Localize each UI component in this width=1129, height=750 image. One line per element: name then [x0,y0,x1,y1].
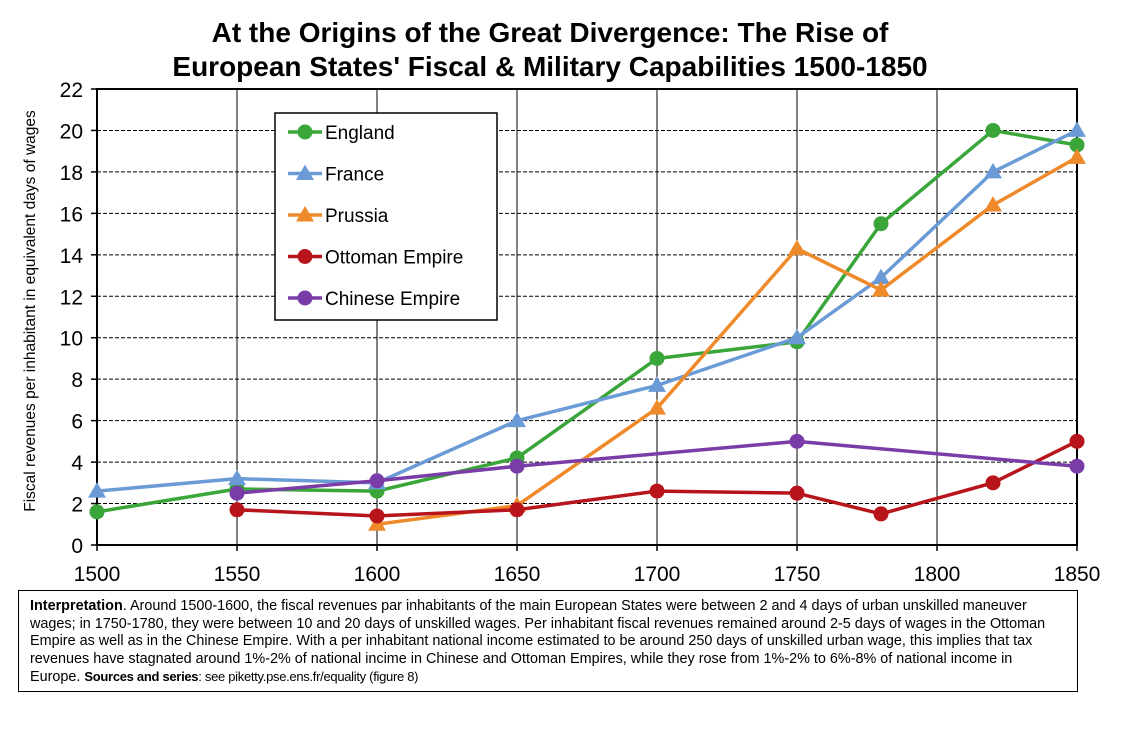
data-point-england [873,216,889,232]
caption-lead: Interpretation [30,598,123,614]
y-tick-label: 22 [60,79,83,102]
legend-label-ottoman-empire: Ottoman Empire [325,248,463,269]
data-point-ottoman-empire [1069,433,1085,449]
chart-title-line-1: At the Origins of the Great Divergence: … [211,17,889,48]
x-tick-label: 1850 [1054,563,1101,586]
y-tick-label: 10 [60,328,83,351]
x-tick-label: 1800 [914,563,961,586]
x-tick-label: 1650 [494,563,541,586]
series-chinese-empire [229,433,1085,501]
data-point-ottoman-empire [229,502,245,518]
y-tick-label: 2 [71,494,83,517]
y-tick-label: 14 [60,245,84,268]
data-point-chinese-empire [509,458,525,474]
legend-swatch-marker-prussia [296,206,314,222]
data-point-prussia [1068,148,1086,164]
y-tick-label: 16 [60,203,83,226]
legend-swatch-marker-ottoman-empire [297,249,313,264]
data-point-france [1068,121,1086,137]
data-point-ottoman-empire [789,485,805,501]
chart-title: At the Origins of the Great Divergence: … [0,16,1100,84]
data-point-chinese-empire [1069,458,1085,474]
data-point-ottoman-empire [649,483,665,499]
data-point-prussia [648,399,666,415]
sources-label: Sources and series [84,669,199,685]
legend-label-france: France [325,165,384,186]
chart-title-line-2: European States' Fiscal & Military Capab… [172,51,928,82]
interpretation-caption: Interpretation. Around 1500-1600, the fi… [18,590,1078,692]
series-ottoman-empire [229,433,1085,524]
legend-label-prussia: Prussia [325,206,389,227]
data-point-england [985,122,1001,138]
data-point-ottoman-empire [873,506,889,522]
y-tick-label: 20 [60,120,83,143]
sources-text: : see piketty.pse.ens.fr/equality (figur… [198,669,419,685]
y-tick-label: 8 [71,369,83,392]
data-point-france [984,162,1002,179]
legend-label-chinese-empire: Chinese Empire [325,289,460,310]
data-point-england [1069,137,1085,153]
legend: England France Prussia Ottoman Empire Chines… [274,112,498,321]
data-point-france [872,268,890,285]
data-point-prussia [788,239,806,256]
legend-label-england: England [325,123,395,144]
data-point-chinese-empire [789,433,805,449]
caption-text: . Around 1500-1600, the fiscal revenues … [30,598,1046,686]
data-point-england [89,504,105,520]
data-point-ottoman-empire [509,502,525,518]
legend-swatch-marker-france [296,164,314,180]
y-tick-label: 18 [60,162,83,185]
data-point-prussia [872,281,890,297]
data-point-prussia [984,196,1002,212]
y-tick-label: 12 [60,286,83,309]
y-tick-label: 0 [71,535,83,558]
line-chart: 0 2 4 6 8 10 12 14 16 18 20 22 1500 1550 1600 1650 1700 1… [22,79,1101,586]
x-tick-label: 1500 [74,563,121,586]
data-point-france [228,469,246,486]
data-point-ottoman-empire [985,475,1001,491]
x-tick-label: 1700 [634,563,681,586]
data-point-france [508,411,526,428]
x-tick-label: 1750 [774,563,821,586]
data-point-france [88,482,106,498]
legend-swatch-marker-chinese-empire [297,290,313,306]
data-point-chinese-empire [369,473,385,489]
x-tick-label: 1550 [214,563,261,586]
data-point-england [649,350,665,366]
data-point-chinese-empire [229,485,245,501]
series-line-ottoman-empire [236,439,1078,518]
data-point-france [648,376,666,392]
legend-swatch-marker-england [297,124,313,140]
x-tick-label: 1600 [354,563,401,586]
y-tick-label: 4 [71,452,83,475]
data-point-france [788,328,806,345]
plot-frame [96,88,1078,546]
y-axis-label: Fiscal revenues per inhabitant in equiva… [22,110,39,512]
data-point-ottoman-empire [369,508,385,524]
y-tick-label: 6 [71,411,83,434]
